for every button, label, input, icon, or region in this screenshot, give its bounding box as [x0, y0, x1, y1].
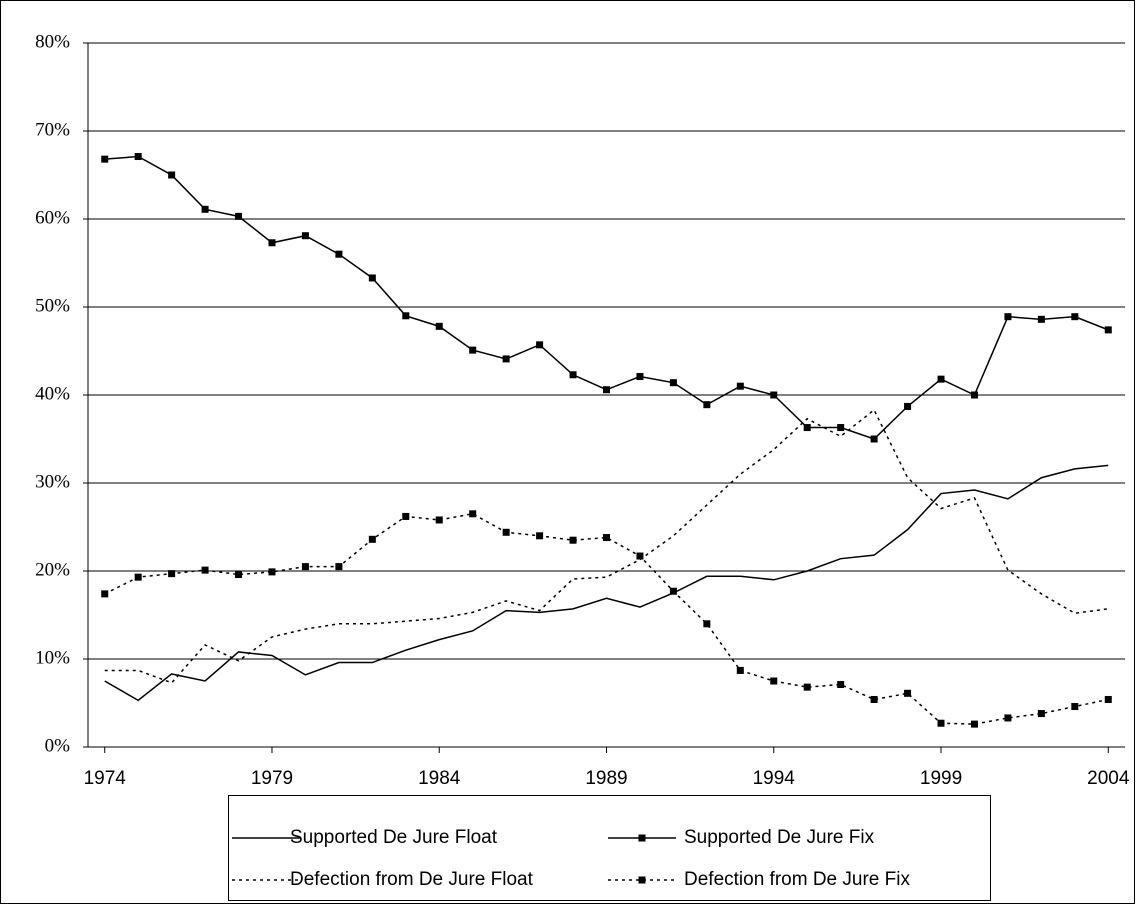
- y-tick-label: 0%: [45, 735, 71, 756]
- series-marker: [368, 535, 376, 543]
- series-marker: [736, 666, 744, 674]
- series-marker: [770, 391, 778, 399]
- series-marker: [536, 341, 544, 349]
- series-marker: [937, 719, 945, 727]
- series-marker: [904, 402, 912, 410]
- series-marker: [101, 590, 109, 598]
- y-tick-label: 60%: [35, 207, 70, 228]
- series-marker: [235, 571, 243, 579]
- series-marker: [168, 570, 176, 578]
- series-marker: [134, 573, 142, 581]
- y-tick-label: 70%: [35, 119, 70, 140]
- legend-marker: [638, 876, 646, 884]
- y-tick-label: 30%: [35, 471, 70, 492]
- series-marker: [268, 568, 276, 576]
- series-marker: [402, 512, 410, 520]
- series-marker: [870, 695, 878, 703]
- series-marker: [870, 435, 878, 443]
- x-tick-label: 1974: [84, 768, 127, 789]
- series-marker: [669, 587, 677, 595]
- legend-box: [228, 795, 991, 901]
- series-marker: [904, 689, 912, 697]
- legend-marker: [638, 834, 646, 842]
- series-marker: [502, 528, 510, 536]
- series-marker: [837, 424, 845, 432]
- legend-label: Supported De Jure Float: [290, 827, 498, 848]
- legend-label: Defection from De Jure Float: [290, 869, 534, 890]
- series-marker: [469, 346, 477, 354]
- series-marker: [970, 391, 978, 399]
- series-marker: [603, 386, 610, 394]
- series-marker: [703, 401, 711, 409]
- legend-label: Defection from De Jure Fix: [684, 869, 910, 890]
- x-tick-label: 1999: [920, 768, 962, 789]
- x-tick-label: 1979: [251, 768, 293, 789]
- series-marker: [469, 510, 477, 518]
- series-line: [104, 513, 1109, 725]
- series-marker: [435, 516, 443, 524]
- series-marker: [168, 171, 176, 179]
- y-tick-label: 10%: [35, 647, 70, 668]
- series-marker: [970, 720, 978, 728]
- series-line: [104, 408, 1109, 684]
- series-marker: [536, 532, 544, 540]
- x-tick-label: 1994: [753, 768, 796, 789]
- series-marker: [268, 239, 276, 247]
- series-marker: [301, 563, 309, 571]
- series-line: [104, 464, 1109, 702]
- series-marker: [402, 312, 410, 320]
- series-marker: [803, 683, 811, 691]
- series-line: [104, 155, 1109, 440]
- x-tick-label: 2004: [1087, 768, 1130, 789]
- series-marker: [1071, 313, 1079, 321]
- x-tick-label: 1989: [585, 768, 627, 789]
- y-tick-label: 20%: [35, 559, 70, 580]
- legend-label: Supported De Jure Fix: [684, 827, 875, 848]
- series-marker: [1104, 326, 1112, 334]
- x-tick-label: 1984: [418, 768, 461, 789]
- series-marker: [435, 322, 443, 330]
- series-marker: [636, 552, 644, 560]
- series-marker: [736, 382, 744, 390]
- series-marker: [201, 566, 209, 574]
- series-marker: [1104, 695, 1112, 703]
- series-marker: [1071, 703, 1079, 711]
- series-marker: [837, 681, 845, 689]
- series-marker: [301, 232, 309, 240]
- series-marker: [502, 355, 510, 363]
- series-marker: [569, 371, 577, 379]
- series-marker: [569, 536, 577, 544]
- series-marker: [134, 153, 142, 161]
- series-marker: [1004, 313, 1012, 321]
- series-marker: [335, 250, 343, 258]
- series-marker: [603, 534, 610, 542]
- series-marker: [368, 274, 376, 282]
- series-marker: [937, 375, 945, 383]
- series-marker: [335, 563, 343, 571]
- y-tick-label: 80%: [35, 31, 70, 52]
- series-marker: [803, 424, 811, 432]
- series-marker: [770, 677, 778, 685]
- series-marker: [1004, 714, 1012, 722]
- series-marker: [703, 620, 711, 628]
- series-marker: [1037, 710, 1045, 718]
- series-marker: [201, 205, 209, 213]
- series-marker: [101, 155, 109, 163]
- series-marker: [636, 373, 644, 381]
- series-marker: [669, 379, 677, 387]
- series-marker: [1037, 315, 1045, 323]
- y-tick-label: 50%: [35, 295, 70, 316]
- y-tick-label: 40%: [35, 383, 70, 404]
- series-marker: [235, 212, 243, 220]
